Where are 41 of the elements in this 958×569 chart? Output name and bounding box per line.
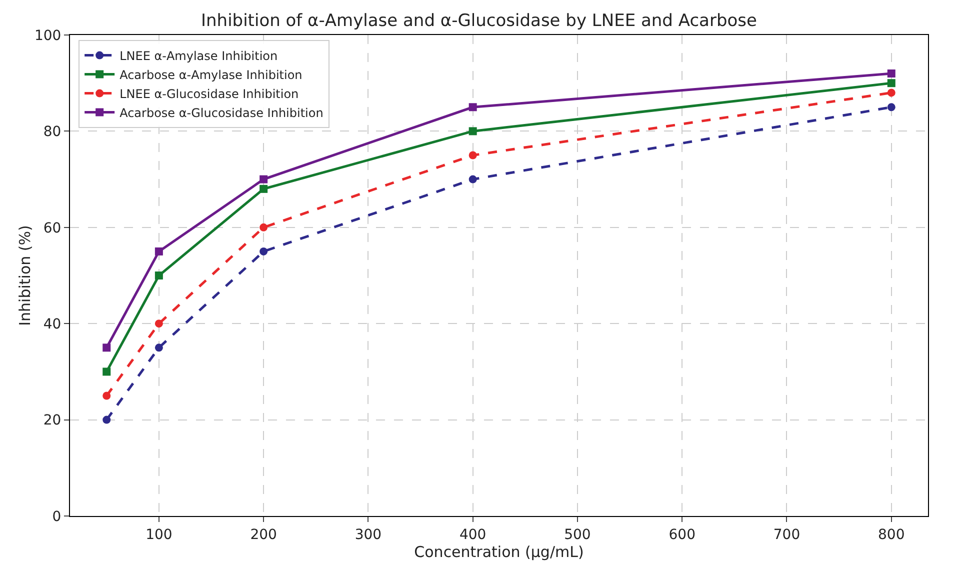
point — [102, 344, 111, 352]
point — [154, 247, 163, 256]
chart-title: Inhibition of α-Amylase and α-Glucosidase by LNEE and Acarbose — [201, 11, 757, 32]
x-tick-label: 500 — [564, 526, 591, 543]
x-axis-title: Concentration (µg/mL) — [414, 542, 584, 561]
point — [887, 69, 896, 78]
legend-label: LNEE α-Amylase Inhibition — [120, 48, 278, 63]
x-tick-label: 800 — [878, 526, 905, 543]
point — [260, 223, 268, 232]
legend-label: LNEE α-Glucosidase Inhibition — [120, 86, 299, 101]
x-tick-label: 400 — [459, 526, 486, 543]
point — [102, 392, 111, 400]
legend-label: Acarbose α-Glucosidase Inhibition — [120, 106, 324, 120]
point — [260, 247, 268, 256]
x-tick-label: 600 — [668, 526, 696, 543]
y-tick-label: 20 — [43, 412, 62, 429]
x-tick-label: 300 — [354, 526, 382, 543]
y-tick-label: 0 — [52, 508, 62, 525]
point — [154, 320, 163, 328]
point — [887, 88, 896, 97]
x-tick-label: 700 — [773, 526, 800, 543]
y-tick-label: 80 — [43, 124, 62, 140]
x-tick-label: 200 — [250, 526, 277, 543]
point — [102, 416, 111, 424]
point — [260, 184, 268, 193]
y-tick-label: 60 — [43, 220, 62, 236]
point — [260, 175, 268, 184]
point — [102, 368, 111, 376]
point — [887, 79, 896, 88]
point — [468, 151, 477, 160]
legend-label: Acarbose α-Amylase Inhibition — [120, 68, 302, 82]
x-tick-label: 100 — [146, 526, 172, 543]
point — [154, 344, 163, 352]
point — [468, 175, 477, 184]
point — [468, 127, 477, 136]
y-tick-label: 40 — [43, 316, 62, 332]
point — [154, 272, 163, 280]
y-axis-title: Inhibition (%) — [16, 225, 34, 326]
y-tick-label: 100 — [34, 28, 62, 44]
point — [468, 103, 477, 112]
point — [887, 103, 896, 112]
